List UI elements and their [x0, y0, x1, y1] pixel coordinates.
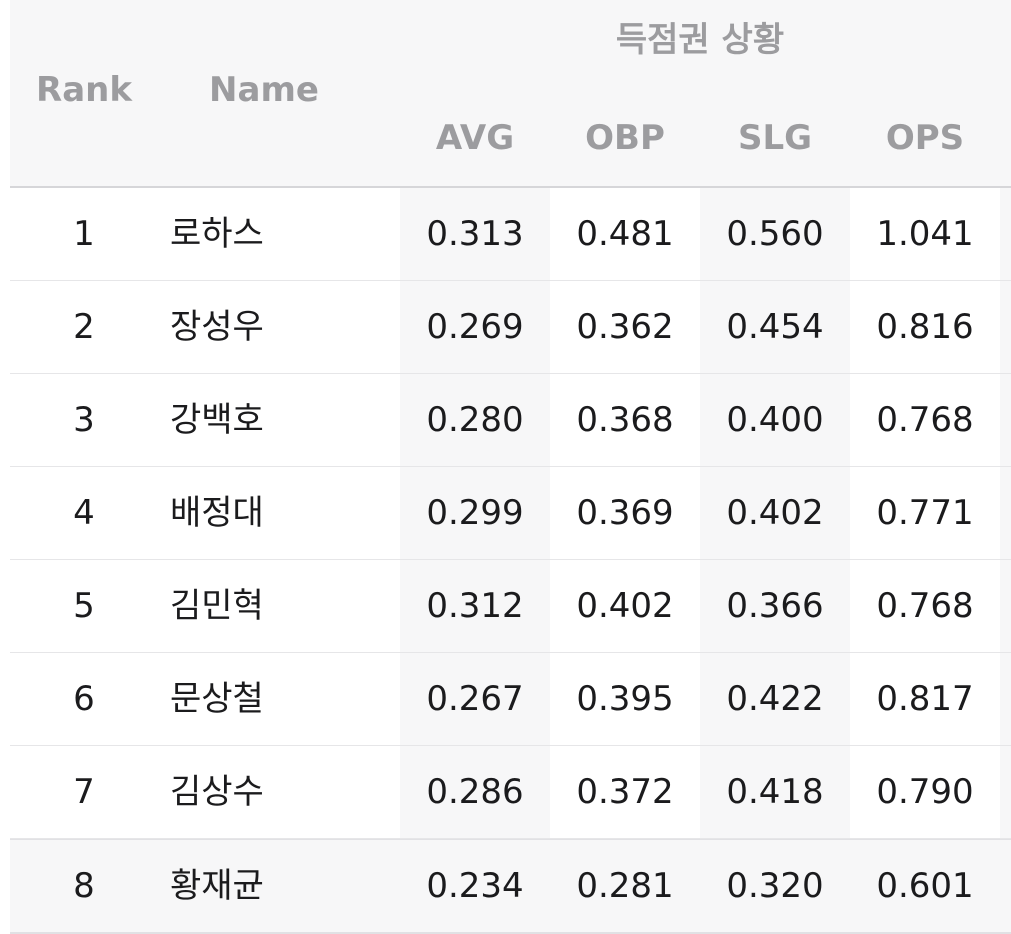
table-row: 7 김상수 0.286 0.372 0.418 0.790 [10, 746, 1011, 839]
slg-cell: 0.400 [700, 374, 850, 466]
stats-table: 득점권 상황 Rank Name AVG OBP SLG OPS 1 로하스 0… [10, 0, 1011, 934]
slg-cell: 0.402 [700, 467, 850, 559]
avg-cell: 0.267 [400, 653, 550, 745]
ops-cell: 0.816 [876, 307, 974, 347]
obp-cell: 0.368 [576, 400, 674, 440]
rank-cell: 7 [73, 772, 95, 812]
column-edge [1000, 653, 1011, 745]
obp-cell: 0.372 [576, 772, 674, 812]
slg-cell: 0.320 [726, 866, 824, 906]
player-name: 문상철 [170, 679, 264, 719]
table-row: 8 황재균 0.234 0.281 0.320 0.601 [10, 839, 1011, 934]
ops-cell: 0.790 [876, 772, 974, 812]
avg-cell: 0.299 [400, 467, 550, 559]
table-header: 득점권 상황 Rank Name AVG OBP SLG OPS [10, 0, 1011, 188]
obp-cell: 0.402 [576, 586, 674, 626]
column-header-slg[interactable]: SLG [737, 118, 813, 158]
table-body: 1 로하스 0.313 0.481 0.560 1.041 2 장성우 0.26… [10, 188, 1011, 934]
player-name: 강백호 [170, 400, 264, 440]
column-edge [1000, 188, 1011, 280]
table-row: 3 강백호 0.280 0.368 0.400 0.768 [10, 374, 1011, 467]
column-header-obp[interactable]: OBP [585, 118, 665, 158]
slg-cell: 0.366 [700, 560, 850, 652]
table-row: 4 배정대 0.299 0.369 0.402 0.771 [10, 467, 1011, 560]
rank-cell: 5 [73, 586, 95, 626]
player-name: 로하스 [170, 214, 264, 254]
obp-cell: 0.369 [576, 493, 674, 533]
table-row: 5 김민혁 0.312 0.402 0.366 0.768 [10, 560, 1011, 653]
table-row: 1 로하스 0.313 0.481 0.560 1.041 [10, 188, 1011, 281]
avg-cell: 0.234 [426, 866, 524, 906]
table-row: 2 장성우 0.269 0.362 0.454 0.816 [10, 281, 1011, 374]
obp-cell: 0.481 [576, 214, 674, 254]
column-edge [1000, 374, 1011, 466]
player-name: 장성우 [170, 307, 264, 347]
column-edge [1000, 746, 1011, 838]
ops-cell: 0.771 [876, 493, 974, 533]
ops-cell: 1.041 [876, 214, 974, 254]
slg-cell: 0.560 [700, 188, 850, 280]
player-name: 황재균 [170, 866, 264, 906]
table-row: 6 문상철 0.267 0.395 0.422 0.817 [10, 653, 1011, 746]
rank-cell: 2 [73, 307, 95, 347]
slg-cell: 0.418 [700, 746, 850, 838]
column-header-avg[interactable]: AVG [435, 118, 515, 158]
avg-cell: 0.312 [400, 560, 550, 652]
player-name: 배정대 [170, 493, 264, 533]
avg-cell: 0.280 [400, 374, 550, 466]
obp-cell: 0.281 [576, 866, 674, 906]
rank-cell: 1 [73, 214, 95, 254]
rank-cell: 8 [73, 866, 95, 906]
avg-cell: 0.269 [400, 281, 550, 373]
rank-cell: 6 [73, 679, 95, 719]
slg-cell: 0.422 [700, 653, 850, 745]
column-header-ops[interactable]: OPS [885, 118, 965, 158]
column-group-title: 득점권 상황 [615, 20, 785, 60]
rank-cell: 3 [73, 400, 95, 440]
ops-cell: 0.768 [876, 400, 974, 440]
player-name: 김상수 [170, 772, 264, 812]
column-edge [1000, 560, 1011, 652]
obp-cell: 0.395 [576, 679, 674, 719]
column-header-rank[interactable]: Rank [36, 70, 132, 110]
obp-cell: 0.362 [576, 307, 674, 347]
column-edge [1000, 281, 1011, 373]
column-header-name[interactable]: Name [209, 70, 319, 110]
column-edge [1000, 840, 1011, 932]
ops-cell: 0.817 [876, 679, 974, 719]
avg-cell: 0.313 [400, 188, 550, 280]
ops-cell: 0.768 [876, 586, 974, 626]
slg-cell: 0.454 [700, 281, 850, 373]
player-name: 김민혁 [170, 586, 264, 626]
column-edge [1000, 467, 1011, 559]
avg-cell: 0.286 [400, 746, 550, 838]
rank-cell: 4 [73, 493, 95, 533]
ops-cell: 0.601 [876, 866, 974, 906]
